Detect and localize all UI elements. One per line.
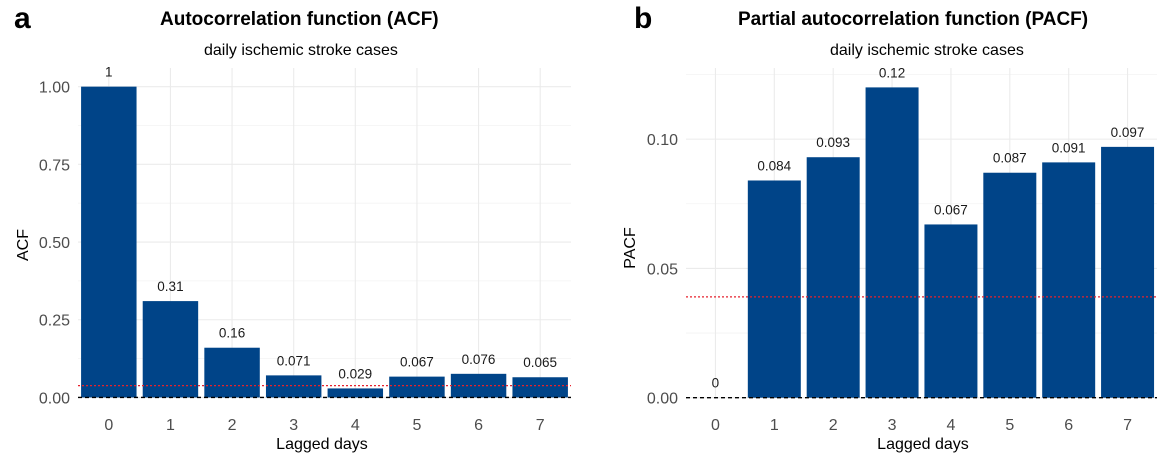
acf-x-tick-labels: 0 1 2 3 4 5 6 7 [104, 417, 544, 434]
data-label: 0.067 [400, 355, 434, 370]
y-tick-label: 0.50 [39, 235, 70, 252]
bar-lag-7 [1101, 146, 1155, 398]
data-label: 0.097 [1111, 125, 1145, 140]
acf-y-tick-labels: 0.00 0.25 0.50 0.75 1.00 [39, 80, 70, 408]
y-tick-label: 0.05 [647, 261, 678, 278]
x-tick-label: 6 [1064, 417, 1073, 434]
data-label: 0.093 [816, 135, 850, 150]
acf-bars [81, 86, 568, 398]
pacf-data-labels: 0 0.084 0.093 0.12 0.067 0.087 0.091 0.097 [712, 65, 1145, 390]
pacf-plot: 00.0840.0930.120.0670.0870.0910.0970.000… [622, 65, 1157, 453]
pacf-x-tick-labels: 0 1 2 3 4 5 6 7 [711, 417, 1132, 434]
y-tick-label: 1.00 [39, 80, 70, 97]
data-label: 0 [712, 376, 720, 391]
data-label: 0.087 [993, 151, 1027, 166]
data-label: 0.12 [879, 65, 905, 80]
y-axis-label: PACF [622, 227, 639, 269]
y-tick-label: 0.00 [647, 391, 678, 408]
x-tick-label: 3 [289, 417, 298, 434]
data-label: 0.31 [157, 279, 183, 294]
bar-lag-4 [924, 224, 978, 398]
data-label: 0.16 [219, 326, 245, 341]
y-tick-label: 0.25 [39, 313, 70, 330]
x-tick-label: 0 [711, 417, 720, 434]
x-tick-label: 7 [1123, 417, 1132, 434]
acf-data-labels: 1 0.31 0.16 0.071 0.029 0.067 0.076 0.065 [105, 65, 557, 382]
acf-chart-subtitle: daily ischemic stroke cases [204, 42, 398, 59]
data-label: 0.084 [757, 158, 791, 173]
pacf-panel: b Partial autocorrelation function (PACF… [583, 0, 1166, 457]
pacf-chart-title: Partial autocorrelation function (PACF) [738, 9, 1089, 30]
x-tick-label: 3 [888, 417, 897, 434]
acf-panel: a Autocorrelation function (ACF) daily i… [14, 2, 571, 453]
bar-lag-0 [81, 86, 137, 398]
bar-lag-5 [389, 376, 445, 398]
x-tick-label: 5 [1005, 417, 1014, 434]
pacf-y-tick-labels: 0.00 0.05 0.10 [647, 132, 678, 408]
data-label: 0.065 [523, 355, 557, 370]
pacf-bars [747, 87, 1155, 398]
bar-lag-5 [983, 172, 1037, 398]
bar-lag-3 [865, 87, 919, 398]
bar-lag-4 [327, 388, 384, 398]
panel-letter-b: b [634, 2, 653, 35]
x-tick-label: 6 [474, 417, 483, 434]
bar-lag-2 [806, 157, 860, 398]
bar-lag-1 [747, 180, 801, 398]
bar-lag-2 [204, 347, 260, 398]
y-tick-label: 0.75 [39, 157, 70, 174]
bar-lag-7 [512, 377, 568, 398]
data-label: 0.067 [934, 202, 968, 217]
y-tick-label: 0.00 [39, 390, 70, 407]
x-axis-label: Lagged days [877, 436, 969, 453]
bar-lag-6 [1042, 162, 1096, 398]
x-tick-label: 2 [228, 417, 237, 434]
data-label: 0.091 [1052, 140, 1086, 155]
x-tick-label: 7 [536, 417, 545, 434]
x-tick-label: 0 [104, 417, 113, 434]
data-label: 0.029 [338, 366, 372, 381]
data-label: 0.071 [277, 353, 311, 368]
x-tick-label: 4 [946, 417, 955, 434]
y-axis-label: ACF [15, 229, 32, 261]
x-tick-label: 5 [412, 417, 421, 434]
bar-lag-3 [265, 375, 322, 398]
x-tick-label: 1 [770, 417, 779, 434]
pacf-chart-subtitle: daily ischemic stroke cases [830, 42, 1024, 59]
panel-letter-a: a [14, 2, 31, 35]
x-tick-label: 1 [166, 417, 175, 434]
data-label: 0.076 [462, 352, 496, 367]
bar-lag-1 [142, 301, 199, 398]
x-tick-label: 2 [829, 417, 838, 434]
x-axis-label: Lagged days [276, 436, 368, 453]
x-tick-label: 4 [351, 417, 360, 434]
y-tick-label: 0.10 [647, 132, 678, 149]
acf-chart-title: Autocorrelation function (ACF) [160, 9, 439, 30]
data-label: 1 [105, 65, 113, 80]
